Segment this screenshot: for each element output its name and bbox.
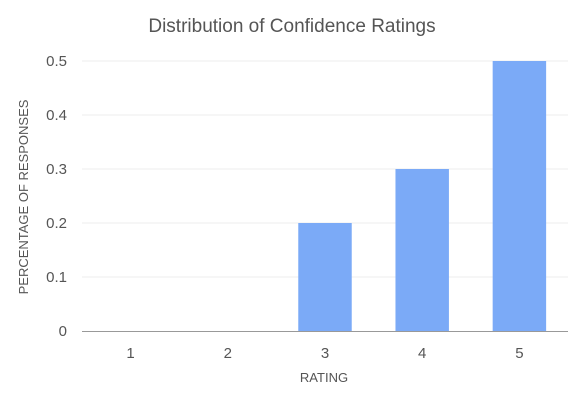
- x-tick-label: 1: [126, 345, 134, 362]
- x-axis-title: RATING: [300, 370, 348, 385]
- chart-title: Distribution of Confidence Ratings: [148, 16, 435, 37]
- y-tick-label: 0: [59, 323, 67, 340]
- y-axis-title: PERCENTAGE OF RESPONSES: [16, 99, 31, 294]
- bar-rating-4: [395, 169, 449, 331]
- gridlines: [82, 60, 568, 278]
- x-tick-label: 4: [418, 345, 426, 362]
- x-tick-labels: 1 2 3 4 5: [126, 345, 523, 362]
- bars: [298, 61, 547, 331]
- y-tick-label: 0.5: [46, 53, 67, 70]
- y-tick-label: 0.3: [46, 161, 67, 178]
- bar-rating-5: [492, 61, 547, 331]
- x-tick-label: 3: [321, 345, 329, 362]
- y-tick-label: 0.4: [46, 107, 67, 124]
- y-tick-labels: 0 0.1 0.2 0.3 0.4 0.5: [46, 53, 67, 340]
- y-tick-label: 0.1: [46, 269, 67, 286]
- x-tick-label: 5: [515, 345, 523, 362]
- y-tick-label: 0.2: [46, 215, 67, 232]
- x-tick-label: 2: [224, 345, 232, 362]
- bar-rating-3: [298, 223, 352, 331]
